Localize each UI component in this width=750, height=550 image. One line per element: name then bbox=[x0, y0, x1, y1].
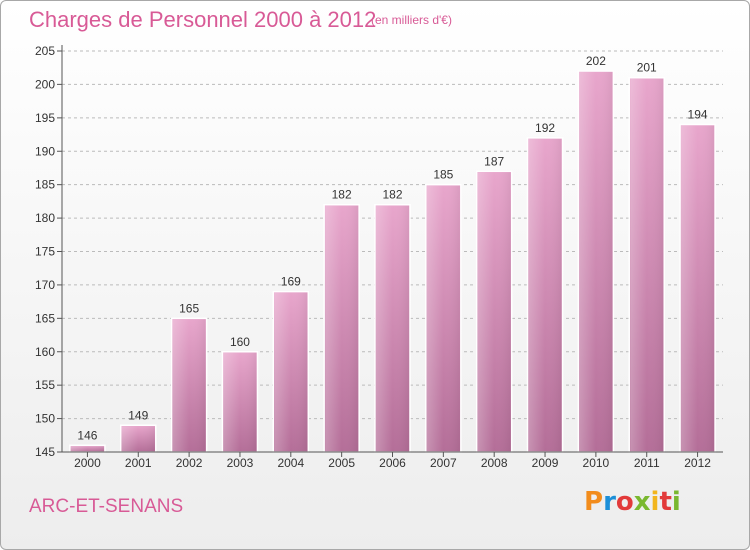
value-label-2010: 202 bbox=[586, 54, 606, 68]
bar-shine-2003 bbox=[223, 352, 257, 452]
commune-name: ARC-ET-SENANS bbox=[29, 496, 184, 517]
bar-shine-2006 bbox=[376, 205, 409, 452]
x-tick-label-2003: 2003 bbox=[227, 456, 254, 470]
bar-shine-2002 bbox=[172, 319, 206, 452]
x-tick-label-2009: 2009 bbox=[532, 456, 559, 470]
y-tick-label-170: 170 bbox=[35, 278, 55, 292]
x-tick-label-2006: 2006 bbox=[379, 456, 406, 470]
bar-shine-2007 bbox=[426, 185, 460, 452]
y-tick-label-205: 205 bbox=[35, 44, 55, 58]
axes: 145 150 155 160 165 170 175 180 185 190 195 200 205 2… bbox=[35, 44, 723, 470]
x-tick-label-2002: 2002 bbox=[176, 456, 203, 470]
bar-shine-2010 bbox=[579, 72, 613, 453]
x-tick-label-2005: 2005 bbox=[328, 456, 355, 470]
y-tick-label-190: 190 bbox=[35, 144, 55, 158]
x-tick-label-2012: 2012 bbox=[684, 456, 711, 470]
x-tick-label-2000: 2000 bbox=[74, 456, 101, 470]
x-tick-label-2001: 2001 bbox=[125, 456, 152, 470]
chart-subtitle: (en milliers d'€) bbox=[371, 13, 452, 27]
value-label-2011: 201 bbox=[637, 61, 657, 75]
value-label-2012: 194 bbox=[688, 108, 708, 122]
value-label-2006: 182 bbox=[382, 188, 402, 202]
y-tick-label-200: 200 bbox=[35, 77, 55, 91]
value-label-2009: 192 bbox=[535, 121, 555, 135]
value-label-2000: 146 bbox=[77, 428, 97, 442]
y-tick-label-195: 195 bbox=[35, 111, 55, 125]
value-label-2004: 169 bbox=[281, 275, 301, 289]
y-tick-label-185: 185 bbox=[35, 178, 55, 192]
value-label-2008: 187 bbox=[484, 154, 504, 168]
bar-shine-2012 bbox=[681, 125, 715, 453]
value-label-2007: 185 bbox=[433, 168, 453, 182]
bar-shine-2000 bbox=[70, 446, 104, 452]
y-tick-label-175: 175 bbox=[35, 245, 55, 259]
y-tick-label-145: 145 bbox=[35, 445, 55, 459]
bars: 146 149 165 160 169 182 182 185 187 192 202 201 194 bbox=[69, 54, 716, 453]
y-tick-label-150: 150 bbox=[35, 412, 55, 426]
bar-shine-2009 bbox=[528, 138, 562, 452]
x-tick-label-2010: 2010 bbox=[583, 456, 610, 470]
bar-shine-2011 bbox=[630, 78, 664, 452]
value-label-2003: 160 bbox=[230, 335, 250, 349]
bar-shine-2004 bbox=[274, 292, 308, 452]
x-tick-label-2007: 2007 bbox=[430, 456, 457, 470]
y-tick-label-180: 180 bbox=[35, 211, 55, 225]
value-label-2001: 149 bbox=[128, 408, 148, 422]
y-tick-label-155: 155 bbox=[35, 378, 55, 392]
bar-shine-2001 bbox=[121, 426, 155, 452]
x-tick-label-2004: 2004 bbox=[277, 456, 304, 470]
value-label-2002: 165 bbox=[179, 301, 199, 315]
y-tick-label-165: 165 bbox=[35, 311, 55, 325]
chart-title: Charges de Personnel 2000 à 2012 bbox=[29, 7, 377, 32]
x-tick-label-2011: 2011 bbox=[634, 456, 660, 470]
value-label-2005: 182 bbox=[332, 188, 352, 202]
bar-shine-2005 bbox=[325, 205, 359, 452]
bar-shine-2008 bbox=[477, 172, 511, 453]
x-tick-label-2008: 2008 bbox=[481, 456, 508, 470]
y-tick-label-160: 160 bbox=[35, 345, 55, 359]
proxiti-logo: Proxiti bbox=[584, 487, 681, 517]
